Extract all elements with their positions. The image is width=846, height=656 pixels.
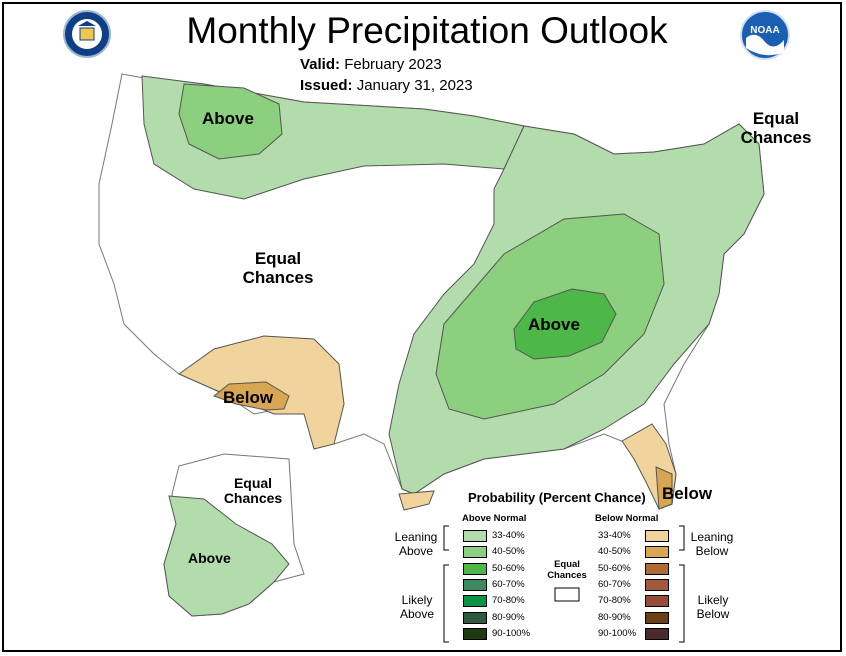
above-swatch-6	[463, 611, 487, 624]
below-swatch-6	[645, 611, 669, 624]
legend-equal-line2: Chances	[547, 569, 587, 581]
legend-likely-above-line1: Likely	[401, 593, 433, 607]
alaska-above-region	[163, 495, 290, 617]
above-label-7: 90-100%	[492, 627, 531, 639]
label-alaska-equal-line2: Chances	[223, 490, 283, 507]
legend-below-header: Below Normal	[595, 513, 659, 524]
label-north-above: Above	[202, 109, 254, 128]
legend-leaning-above-line2: Above	[398, 543, 434, 558]
label-west-equal-chances: Equal Chances	[238, 249, 318, 287]
legend-leaning-below-label: Leaning Below	[688, 530, 736, 559]
above-swatch-5	[463, 595, 487, 608]
legend-title: Probability (Percent Chance)	[468, 490, 646, 505]
legend-brace-left-top	[443, 525, 449, 551]
below-label-3: 50-60%	[598, 562, 631, 574]
label-northeast-equal-line1: Equal	[752, 109, 800, 128]
legend-equal-line1: Equal	[554, 559, 580, 570]
below-label-5: 70-80%	[598, 595, 631, 607]
above-label-5: 70-80%	[492, 595, 525, 607]
above-label-6: 80-90%	[492, 611, 525, 623]
above-label-2: 40-50%	[492, 546, 525, 558]
texas-coast-below-region	[398, 490, 435, 511]
legend-leaning-below-line2: Below	[695, 543, 729, 558]
label-florida-below: Below	[662, 484, 713, 503]
central-above-50-60-region	[513, 288, 617, 360]
legend-leaning-below-line1: Leaning	[690, 530, 734, 544]
above-label-1: 33-40%	[492, 530, 525, 541]
label-west-equal-line1: Equal	[254, 249, 302, 268]
issued-value: January 31, 2023	[356, 77, 473, 94]
label-west-equal-line2: Chances	[242, 267, 314, 287]
below-swatch-4	[645, 578, 669, 591]
above-swatch-7	[463, 627, 487, 640]
below-swatch-1	[645, 530, 669, 542]
svg-text:NOAA: NOAA	[750, 25, 779, 36]
label-northeast-equal-line2: Chances	[740, 127, 812, 147]
below-swatch-2	[645, 546, 669, 559]
below-label-6: 80-90%	[598, 611, 631, 623]
legend-likely-below-line1: Likely	[697, 593, 729, 607]
below-label-7: 90-100%	[598, 627, 637, 639]
legend-likely-above-label: Likely Above	[396, 593, 438, 622]
north-above-40-50-region	[178, 83, 283, 160]
dept-of-commerce-seal-icon	[63, 10, 111, 58]
legend-brace-right-bottom	[679, 564, 685, 643]
legend-leaning-above-line1: Leaning	[394, 530, 438, 544]
southwest-below-40-50-region	[212, 381, 290, 411]
label-northeast-equal-chances: Equal Chances	[736, 109, 816, 147]
issued-line: Issued: January 31, 2023	[300, 77, 473, 94]
above-swatch-2	[463, 546, 487, 559]
label-alaska-above: Above	[188, 550, 231, 566]
below-swatch-3	[645, 562, 669, 575]
legend-equal-chances-label: Equal Chances	[544, 559, 590, 582]
valid-line: Valid: February 2023	[300, 56, 442, 73]
noaa-logo-icon: NOAA	[740, 10, 790, 60]
legend-brace-right-top	[679, 525, 685, 551]
legend-above-header: Above Normal	[462, 513, 527, 524]
valid-value: February 2023	[344, 56, 442, 73]
legend-likely-below-label: Likely Below	[692, 593, 734, 622]
legend-brace-left-bottom	[443, 564, 449, 643]
below-swatch-7	[645, 627, 669, 640]
legend-leaning-above-label: Leaning Above	[393, 530, 439, 559]
label-alaska-equal-line1: Equal	[233, 475, 273, 491]
page-title: Monthly Precipitation Outlook	[186, 10, 668, 51]
legend-likely-above-line2: Above	[399, 606, 435, 621]
above-label-4: 60-70%	[492, 578, 525, 590]
legend-likely-below-line2: Below	[696, 606, 730, 621]
above-swatch-4	[463, 578, 487, 591]
label-central-above: Above	[528, 315, 580, 334]
valid-label: Valid:	[300, 56, 341, 73]
issued-label: Issued:	[300, 77, 353, 94]
above-label-3: 50-60%	[492, 562, 525, 574]
label-southwest-below: Below	[223, 388, 274, 407]
equal-chances-swatch	[554, 587, 580, 602]
below-label-4: 60-70%	[598, 578, 631, 590]
below-label-1: 33-40%	[598, 530, 631, 541]
label-alaska-equal-chances: Equal Chances	[221, 475, 285, 507]
below-label-2: 40-50%	[598, 546, 631, 558]
above-swatch-3	[463, 562, 487, 575]
above-swatch-1	[463, 530, 487, 542]
florida-below-40-50-region	[655, 466, 673, 510]
below-swatch-5	[645, 595, 669, 608]
outlook-map	[98, 73, 765, 643]
